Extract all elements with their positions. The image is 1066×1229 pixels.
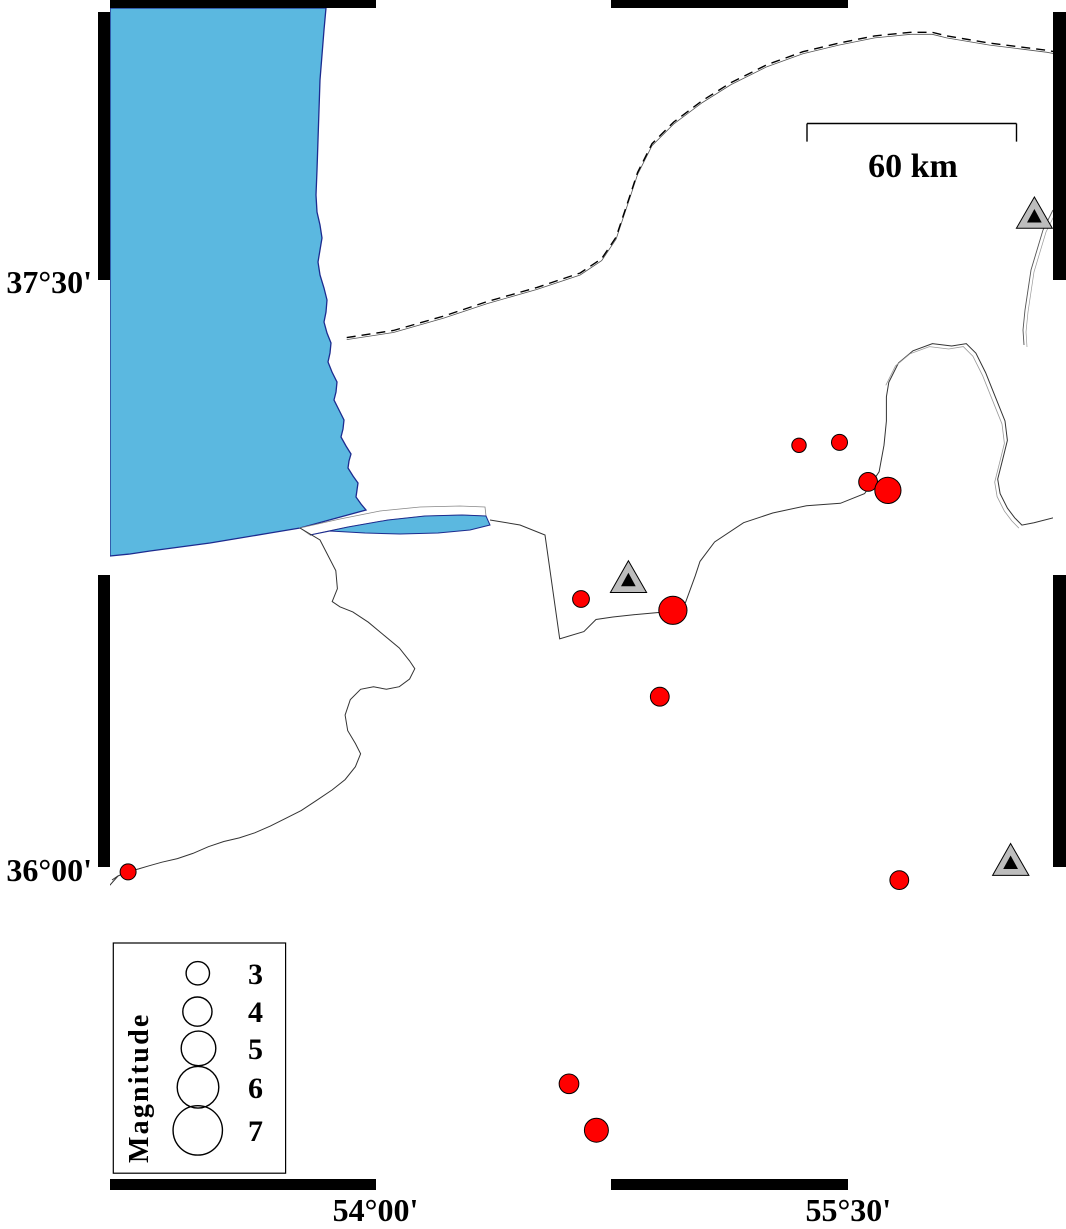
- svg-text:36°00': 36°00': [6, 852, 92, 888]
- svg-text:7: 7: [248, 1115, 263, 1148]
- svg-text:Magnitude: Magnitude: [124, 1013, 155, 1163]
- svg-text:3: 3: [248, 958, 263, 991]
- svg-text:60 km: 60 km: [868, 148, 958, 185]
- svg-text:5: 5: [248, 1033, 263, 1066]
- svg-text:54°00': 54°00': [333, 1192, 419, 1228]
- svg-text:37°30': 37°30': [6, 264, 92, 300]
- svg-text:4: 4: [248, 996, 263, 1029]
- svg-text:6: 6: [248, 1072, 263, 1105]
- svg-text:55°30': 55°30': [805, 1192, 891, 1228]
